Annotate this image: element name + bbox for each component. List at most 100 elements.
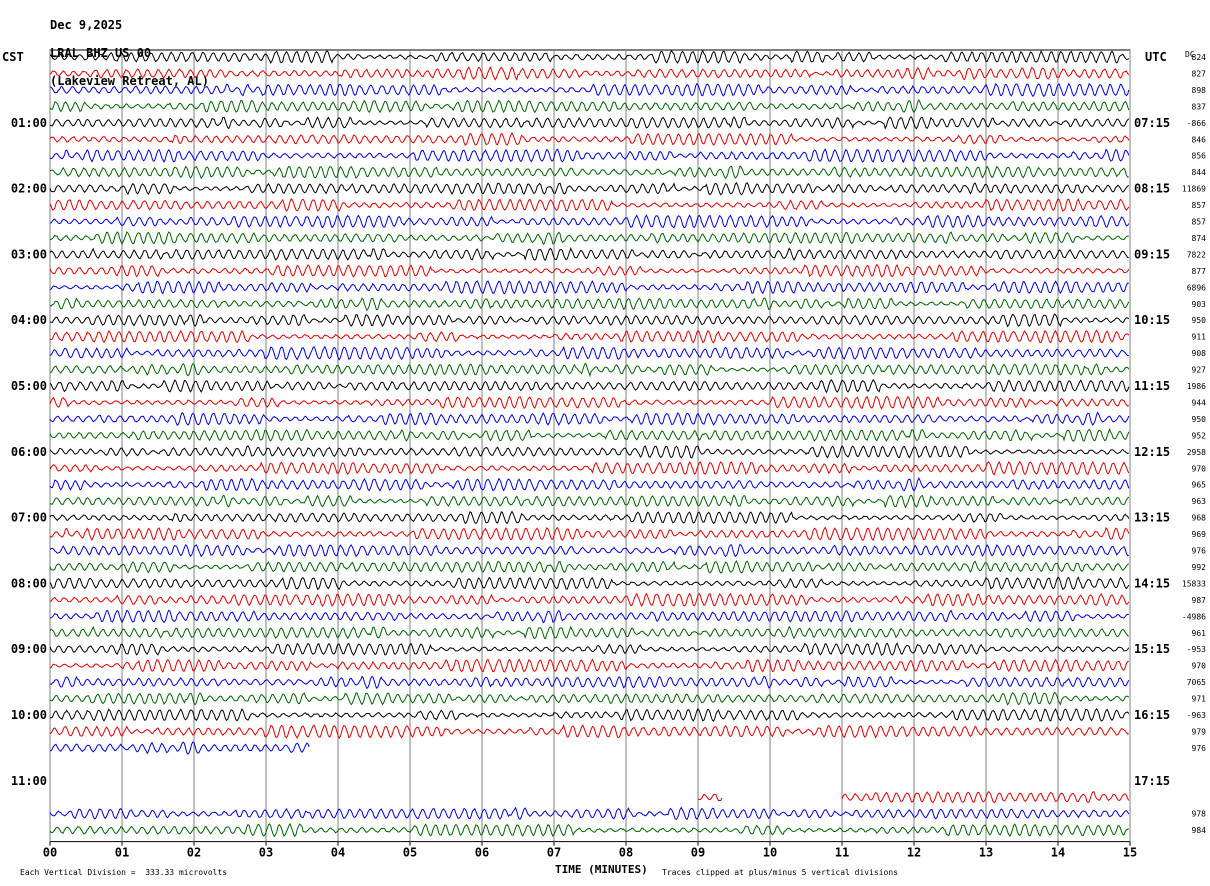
- right-time-label: 17:15: [1134, 774, 1170, 788]
- dc-value: 911: [1192, 333, 1207, 342]
- seismic-trace: [697, 793, 723, 801]
- seismic-trace: [49, 378, 1130, 394]
- right-time-label: 16:15: [1134, 708, 1170, 722]
- dc-value: 857: [1192, 218, 1207, 227]
- dc-value: 971: [1192, 695, 1207, 704]
- seismic-trace: [49, 445, 1129, 459]
- seismic-trace: [49, 723, 1129, 739]
- dc-value: 15833: [1182, 579, 1206, 588]
- right-time-label: 11:15: [1134, 379, 1170, 393]
- dc-value: 844: [1192, 168, 1207, 177]
- dc-value: 979: [1192, 727, 1207, 736]
- seismic-trace: [49, 494, 1130, 509]
- seismic-trace: [49, 741, 310, 755]
- seismic-trace: [49, 297, 1130, 312]
- dc-value: 874: [1192, 234, 1207, 243]
- seismic-trace: [49, 50, 1130, 65]
- dc-value: 1986: [1187, 382, 1206, 391]
- scale-note: Each Vertical Division = 333.33 microvol…: [20, 868, 228, 877]
- seismic-trace: [49, 198, 1130, 212]
- seismic-trace: [49, 280, 1129, 295]
- x-tick-label: 08: [619, 846, 633, 860]
- dc-value: 976: [1192, 744, 1207, 753]
- dc-value: -963: [1187, 711, 1206, 720]
- seismic-trace: [49, 345, 1129, 361]
- right-time-label: 15:15: [1134, 642, 1170, 656]
- x-tick-label: 12: [907, 846, 921, 860]
- seismic-trace: [49, 231, 1129, 246]
- x-tick-label: 03: [259, 846, 273, 860]
- seismic-trace: [49, 526, 1130, 542]
- x-tick-label: 07: [547, 846, 561, 860]
- dc-value: 968: [1192, 514, 1207, 523]
- x-axis-label: TIME (MINUTES): [555, 863, 648, 876]
- seismic-trace: [49, 116, 1130, 131]
- dc-value: 969: [1192, 530, 1207, 539]
- seismic-trace: [49, 214, 1130, 229]
- seismic-trace: [49, 675, 1130, 690]
- dc-header-label: DC: [1185, 50, 1195, 59]
- dc-value: 2958: [1187, 448, 1206, 457]
- dc-value: 952: [1192, 431, 1207, 440]
- dc-value: 927: [1192, 366, 1207, 375]
- seismic-trace: [49, 543, 1129, 558]
- left-time-label: 05:00: [11, 379, 47, 393]
- x-tick-label: 05: [403, 846, 417, 860]
- left-time-label: 11:00: [11, 774, 47, 788]
- dc-value: 978: [1192, 810, 1207, 819]
- dc-value: 944: [1192, 398, 1207, 407]
- dc-value: 970: [1192, 464, 1207, 473]
- seismic-trace: [49, 691, 1130, 706]
- x-tick-label: 11: [835, 846, 849, 860]
- dc-value: 6896: [1187, 283, 1206, 292]
- x-tick-label: 10: [763, 846, 777, 860]
- dc-value: 827: [1192, 69, 1207, 78]
- left-time-label: 02:00: [11, 182, 47, 196]
- right-time-label: 07:15: [1134, 116, 1170, 130]
- dc-value: 857: [1192, 201, 1207, 210]
- right-timezone-label: UTC: [1145, 50, 1167, 64]
- dc-value: 898: [1192, 86, 1207, 95]
- seismic-trace: [49, 592, 1130, 608]
- dc-value: -4986: [1182, 612, 1206, 621]
- dc-value: 903: [1192, 300, 1207, 309]
- dc-value: 984: [1192, 826, 1207, 835]
- seismic-trace: [841, 790, 1130, 804]
- dc-value: 908: [1192, 349, 1207, 358]
- x-tick-label: 14: [1051, 846, 1065, 860]
- dc-value: 965: [1192, 481, 1207, 490]
- header: Dec 9,2025 LRAL BHZ US 00 (Lakeview Retr…: [50, 4, 209, 102]
- dc-value: 7065: [1187, 678, 1206, 687]
- seismic-trace: [49, 395, 1130, 410]
- dc-value: 824: [1192, 53, 1207, 62]
- seismic-trace: [49, 822, 1130, 838]
- left-time-label: 01:00: [11, 116, 47, 130]
- right-time-label: 13:15: [1134, 511, 1170, 525]
- dc-value: 7822: [1187, 250, 1206, 259]
- seismic-trace: [49, 98, 1130, 114]
- right-time-label: 10:15: [1134, 313, 1170, 327]
- seismic-trace: [49, 132, 1130, 147]
- seismic-trace: [49, 66, 1130, 81]
- left-time-label: 06:00: [11, 445, 47, 459]
- seismic-trace: [49, 329, 1130, 344]
- seismic-trace: [49, 427, 1130, 442]
- seismic-trace: [49, 313, 1130, 328]
- right-time-label: 09:15: [1134, 247, 1170, 261]
- seismic-trace: [49, 658, 1129, 673]
- x-tick-label: 09: [691, 846, 705, 860]
- seismic-trace: [49, 510, 1130, 525]
- x-tick-label: 02: [187, 846, 201, 860]
- dc-value: 846: [1192, 135, 1207, 144]
- seismic-trace: [49, 165, 1129, 180]
- x-tick-label: 01: [115, 846, 129, 860]
- seismic-trace: [49, 247, 1129, 262]
- seismic-trace: [49, 477, 1130, 492]
- dc-value: 837: [1192, 102, 1207, 111]
- left-time-label: 08:00: [11, 576, 47, 590]
- left-time-label: 07:00: [11, 511, 47, 525]
- x-tick-label: 13: [979, 846, 993, 860]
- seismic-trace: [49, 460, 1130, 476]
- seismic-trace: [49, 411, 1130, 427]
